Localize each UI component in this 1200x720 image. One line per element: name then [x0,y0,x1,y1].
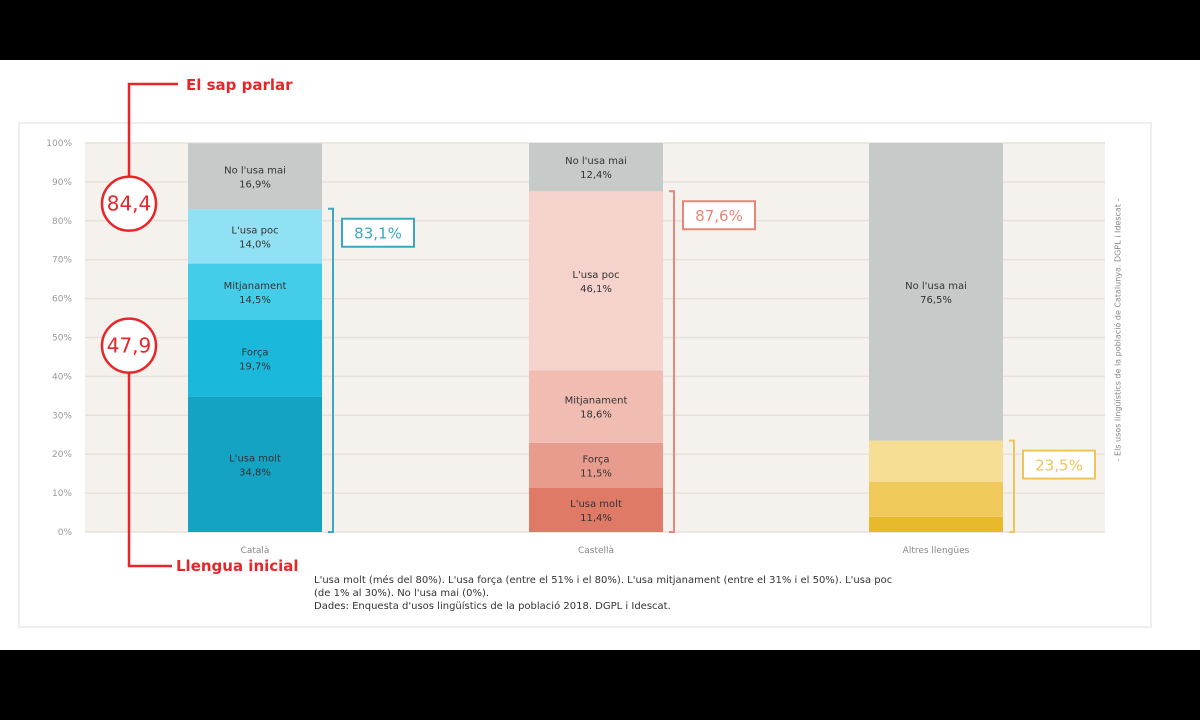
bar-segment [188,143,322,210]
segment-value: 16,9% [239,179,271,190]
legend-note: L'usa molt (més del 80%). L'usa força (e… [314,575,893,599]
annotation-line [127,372,172,568]
x-tick-label: Altres llengües [903,546,970,556]
annotation-line [127,82,178,177]
total-box [1022,449,1096,480]
segment-label: L'usa poc [572,270,619,281]
y-tick-label: 50% [52,334,72,344]
bar-segment [529,487,663,532]
bar-segment [188,263,322,320]
y-tick-label: 10% [52,489,72,499]
segment-value: 46,1% [580,284,612,295]
segment-value: 14,0% [239,239,271,250]
initial-value: 47,9 [107,334,152,358]
y-tick-label: 70% [52,256,72,266]
bar-segment [529,370,663,443]
segment-label: Força [241,347,268,358]
y-tick-label: 40% [52,372,72,382]
segment-label: Mitjanament [224,281,287,292]
segment-value: 76,5% [920,295,952,306]
segment-label: No l'usa mai [905,281,967,292]
bar-segment [188,396,322,532]
bracket [1009,439,1015,533]
segment-value: 11,4% [580,513,612,524]
segment-label: L'usa molt [570,499,622,510]
total-label: 83,1% [354,225,402,243]
source-note: Dades: Enquesta d'usos lingüístics de la… [314,601,671,612]
bar-segment [529,143,663,192]
segment-label: L'usa molt [229,453,281,464]
segment-value: 34,8% [239,467,271,478]
bar-segment [869,440,1003,482]
segment-label: Força [582,454,609,465]
segment-value: 12,4% [580,170,612,181]
bracket [328,207,334,533]
bar-segment [188,319,322,397]
total-label: 23,5% [1035,457,1083,475]
bar-segment [869,481,1003,517]
y-tick-label: 90% [52,178,72,188]
y-tick-label: 20% [52,450,72,460]
segment-label: Mitjanament [565,396,628,407]
total-box [682,200,756,231]
segment-label: No l'usa mai [224,165,286,176]
speak-value: 84,4 [107,192,152,216]
total-label: 87,6% [695,207,743,225]
initial-label: Llengua inicial [176,557,299,575]
side-source-text: - Els usos lingüístics de la població de… [1113,198,1123,462]
bar-segment [869,143,1003,441]
speak-label: El sap parlar [186,76,293,94]
bar-segment [869,516,1003,532]
y-tick-label: 30% [52,411,72,421]
segment-value: 11,5% [580,468,612,479]
total-box [341,217,415,248]
bar-segment [529,191,663,371]
bar-segment [529,442,663,488]
segment-label: No l'usa mai [565,156,627,167]
y-tick-label: 60% [52,295,72,305]
x-tick-label: Català [241,546,270,556]
y-tick-label: 80% [52,217,72,227]
bracket [669,190,675,533]
x-tick-label: Castellà [578,546,614,556]
segment-label: L'usa poc [231,225,278,236]
chart-notes: L'usa molt (més del 80%). L'usa força (e… [314,574,894,613]
bar-segment [188,209,322,264]
speak-circle [100,175,158,232]
y-tick-label: 100% [46,139,72,149]
segment-value: 14,5% [239,295,271,306]
segment-value: 19,7% [239,361,271,372]
segment-value: 18,6% [580,410,612,421]
y-tick-label: 0% [58,528,73,538]
